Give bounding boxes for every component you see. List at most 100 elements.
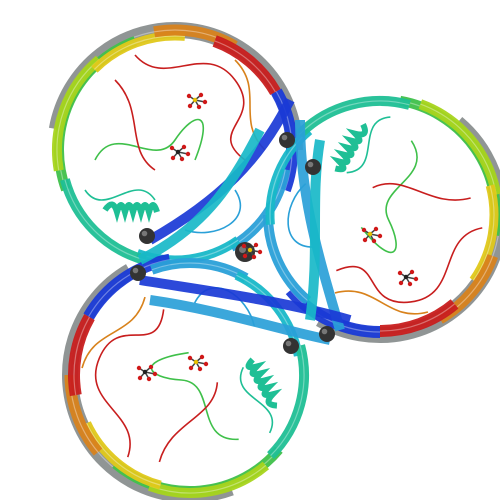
ligand-atom: [196, 104, 202, 110]
linker-strand: [139, 275, 352, 325]
ligand-atom: [409, 269, 415, 275]
ligand-atom: [241, 243, 247, 249]
ion-sphere: [305, 159, 321, 175]
ligand-atom: [413, 276, 419, 282]
ligand-atom: [136, 365, 142, 371]
ion-sphere-highlight: [285, 340, 292, 347]
strand-highlight: [73, 316, 91, 396]
ions-group: [130, 132, 335, 354]
ligand-atom: [251, 254, 257, 260]
ion-sphere: [130, 265, 146, 281]
beta-strand: [379, 299, 459, 338]
ligand-atom: [362, 237, 368, 243]
ligand-atom: [367, 231, 373, 237]
beta-strand: [267, 344, 309, 460]
strand-highlight: [379, 303, 455, 332]
ligand-atom: [175, 149, 181, 155]
ligand: [361, 226, 383, 244]
ligand-atom: [397, 270, 403, 276]
ligand-atom: [398, 280, 404, 286]
loop: [184, 189, 242, 234]
ligand-atom: [193, 359, 199, 365]
ligand: [241, 242, 263, 260]
ligand-atom: [371, 238, 377, 244]
alpha-helix: [329, 123, 368, 173]
loop: [360, 140, 418, 254]
ligand-atom: [192, 97, 198, 103]
beta-strand: [60, 178, 147, 265]
ligand-atom: [373, 226, 379, 232]
loop: [336, 227, 483, 304]
ligand-atom: [152, 371, 158, 377]
strand-highlight: [270, 345, 305, 457]
ligand-atom: [185, 151, 191, 157]
strand-highlight: [56, 59, 100, 171]
ligand-atom: [203, 361, 209, 367]
ion-sphere: [139, 228, 155, 244]
strand-highlight: [267, 214, 309, 302]
strand-highlight: [149, 464, 267, 494]
alpha-helix: [245, 357, 283, 409]
strand-highlight: [420, 103, 497, 195]
ion-sphere-highlight: [141, 230, 148, 237]
ligand-atom: [169, 145, 175, 151]
loop: [372, 182, 471, 201]
ligand-atom: [242, 253, 248, 259]
ion-sphere-highlight: [281, 134, 288, 141]
ligand-atom: [197, 366, 203, 372]
ligand-atom: [188, 365, 194, 371]
strand-highlight: [86, 422, 161, 486]
loop: [346, 116, 391, 174]
loop: [114, 79, 156, 171]
ligands-group: [136, 92, 419, 382]
loop: [134, 54, 246, 161]
ion-sphere-highlight: [307, 161, 314, 168]
ligand-atom: [187, 355, 193, 361]
ligand-atom: [377, 233, 383, 239]
beta-strand: [212, 35, 281, 96]
central-linkers: [137, 97, 352, 345]
loop: [287, 183, 316, 248]
linker-strand: [137, 127, 265, 265]
ligand-atom: [247, 247, 253, 253]
loop: [334, 290, 429, 315]
ligand-atom: [202, 99, 208, 105]
beta-strand: [149, 258, 249, 283]
ligand-atom: [253, 242, 259, 248]
ligand-atom: [198, 92, 204, 98]
beta-strand: [82, 421, 162, 490]
beta-strand: [147, 461, 270, 498]
beta-strand: [469, 184, 499, 283]
strand-highlight: [93, 35, 185, 70]
beta-strand: [52, 55, 103, 172]
loop: [150, 351, 239, 441]
loop: [239, 366, 273, 434]
ion-sphere: [319, 326, 335, 342]
strand-highlight: [298, 100, 410, 135]
linker-strand: [149, 295, 331, 345]
ligand-atom: [257, 249, 263, 255]
ligand-atom: [148, 364, 154, 370]
ion-sphere-highlight: [321, 328, 328, 335]
ligand: [187, 354, 209, 372]
ligand-atom: [179, 156, 185, 162]
ion-sphere: [279, 132, 295, 148]
ion-sphere-highlight: [132, 267, 139, 274]
ligand-atom: [137, 375, 143, 381]
beta-strand: [418, 99, 500, 196]
ligand-atom: [170, 155, 176, 161]
ion-sphere: [235, 242, 255, 262]
ligand: [169, 144, 191, 162]
loop: [94, 309, 165, 458]
alpha-helix: [102, 201, 160, 223]
ligand: [186, 92, 208, 110]
loop: [81, 296, 146, 369]
loop: [158, 382, 219, 463]
ligand-atom: [186, 93, 192, 99]
beta-strand: [263, 214, 312, 305]
strand-highlight: [151, 262, 247, 279]
ligand: [397, 269, 419, 287]
ligand: [136, 364, 158, 382]
